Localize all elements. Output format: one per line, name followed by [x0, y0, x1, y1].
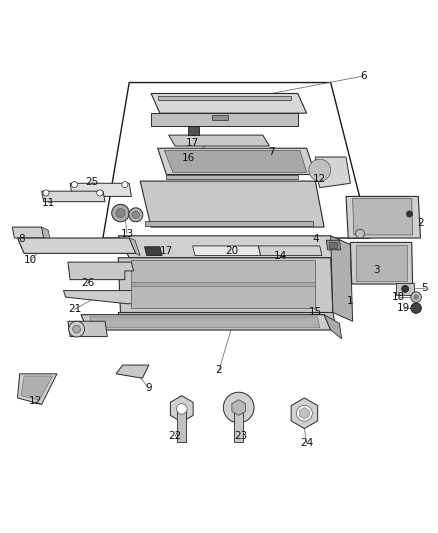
- Polygon shape: [166, 174, 298, 179]
- Circle shape: [112, 204, 129, 222]
- Text: 10: 10: [24, 255, 37, 265]
- Circle shape: [223, 392, 254, 423]
- Text: 3: 3: [373, 265, 380, 275]
- Polygon shape: [103, 83, 370, 238]
- Circle shape: [73, 325, 81, 333]
- Polygon shape: [131, 282, 315, 286]
- Polygon shape: [356, 246, 407, 281]
- Bar: [234, 408, 243, 442]
- Polygon shape: [258, 246, 322, 255]
- Polygon shape: [118, 258, 333, 312]
- Polygon shape: [326, 240, 341, 250]
- Polygon shape: [81, 314, 331, 330]
- Circle shape: [411, 303, 421, 313]
- Text: 13: 13: [120, 229, 134, 239]
- Circle shape: [71, 182, 78, 188]
- Polygon shape: [145, 221, 313, 226]
- Polygon shape: [158, 96, 291, 100]
- Circle shape: [69, 321, 85, 337]
- Text: 21: 21: [68, 304, 81, 314]
- Polygon shape: [140, 181, 324, 227]
- Circle shape: [116, 209, 125, 217]
- Polygon shape: [169, 135, 269, 146]
- Text: 24: 24: [300, 438, 313, 448]
- Text: 25: 25: [85, 177, 99, 187]
- Polygon shape: [118, 312, 335, 324]
- Polygon shape: [328, 243, 337, 248]
- Polygon shape: [70, 183, 131, 197]
- Circle shape: [122, 182, 128, 188]
- Text: 6: 6: [360, 71, 367, 81]
- Polygon shape: [42, 191, 105, 201]
- Text: 18: 18: [392, 292, 405, 302]
- Polygon shape: [350, 243, 413, 284]
- Circle shape: [97, 190, 103, 196]
- Text: 17: 17: [186, 138, 199, 148]
- Circle shape: [309, 159, 331, 181]
- Polygon shape: [212, 115, 228, 120]
- Polygon shape: [64, 290, 145, 304]
- Text: 8: 8: [18, 235, 25, 244]
- Text: 2: 2: [215, 365, 223, 375]
- Polygon shape: [151, 113, 298, 126]
- Text: 26: 26: [81, 278, 94, 288]
- Text: 11: 11: [42, 198, 55, 208]
- Polygon shape: [145, 247, 162, 255]
- Text: 5: 5: [421, 284, 428, 293]
- Polygon shape: [21, 376, 53, 400]
- Circle shape: [411, 292, 421, 302]
- Text: 15: 15: [309, 306, 322, 317]
- Polygon shape: [353, 199, 413, 235]
- Text: 16: 16: [182, 153, 195, 163]
- Circle shape: [406, 211, 413, 217]
- Text: 9: 9: [145, 383, 152, 393]
- Circle shape: [402, 285, 409, 292]
- Text: 1: 1: [347, 296, 354, 305]
- Polygon shape: [68, 321, 107, 336]
- Text: 12: 12: [313, 174, 326, 184]
- Text: 12: 12: [28, 396, 42, 406]
- Polygon shape: [68, 262, 134, 280]
- Polygon shape: [158, 148, 315, 174]
- Text: 2: 2: [417, 217, 424, 228]
- Text: 22: 22: [169, 431, 182, 441]
- Text: 20: 20: [226, 246, 239, 256]
- Polygon shape: [396, 283, 414, 295]
- Polygon shape: [118, 236, 339, 258]
- Polygon shape: [331, 236, 353, 321]
- Polygon shape: [42, 227, 50, 241]
- Text: 17: 17: [160, 246, 173, 256]
- Text: 23: 23: [234, 431, 247, 441]
- Polygon shape: [324, 314, 342, 339]
- Circle shape: [232, 401, 245, 414]
- Polygon shape: [193, 246, 261, 255]
- Polygon shape: [18, 238, 136, 253]
- Bar: [177, 409, 186, 442]
- Polygon shape: [315, 157, 350, 188]
- Polygon shape: [18, 374, 57, 405]
- Polygon shape: [131, 260, 315, 308]
- Polygon shape: [188, 126, 199, 135]
- Circle shape: [132, 211, 139, 219]
- Polygon shape: [116, 365, 149, 378]
- Polygon shape: [151, 93, 307, 113]
- Circle shape: [297, 405, 312, 421]
- Polygon shape: [12, 227, 44, 238]
- Polygon shape: [129, 238, 140, 255]
- Text: 7: 7: [268, 147, 275, 157]
- Text: 19: 19: [396, 303, 410, 313]
- Circle shape: [129, 208, 143, 222]
- Text: 4: 4: [312, 235, 319, 244]
- Polygon shape: [346, 197, 420, 238]
- Circle shape: [177, 403, 187, 414]
- Circle shape: [414, 295, 418, 300]
- Text: 14: 14: [274, 251, 287, 261]
- Circle shape: [43, 190, 49, 196]
- Polygon shape: [90, 317, 320, 328]
- Polygon shape: [164, 150, 307, 172]
- Circle shape: [356, 229, 364, 238]
